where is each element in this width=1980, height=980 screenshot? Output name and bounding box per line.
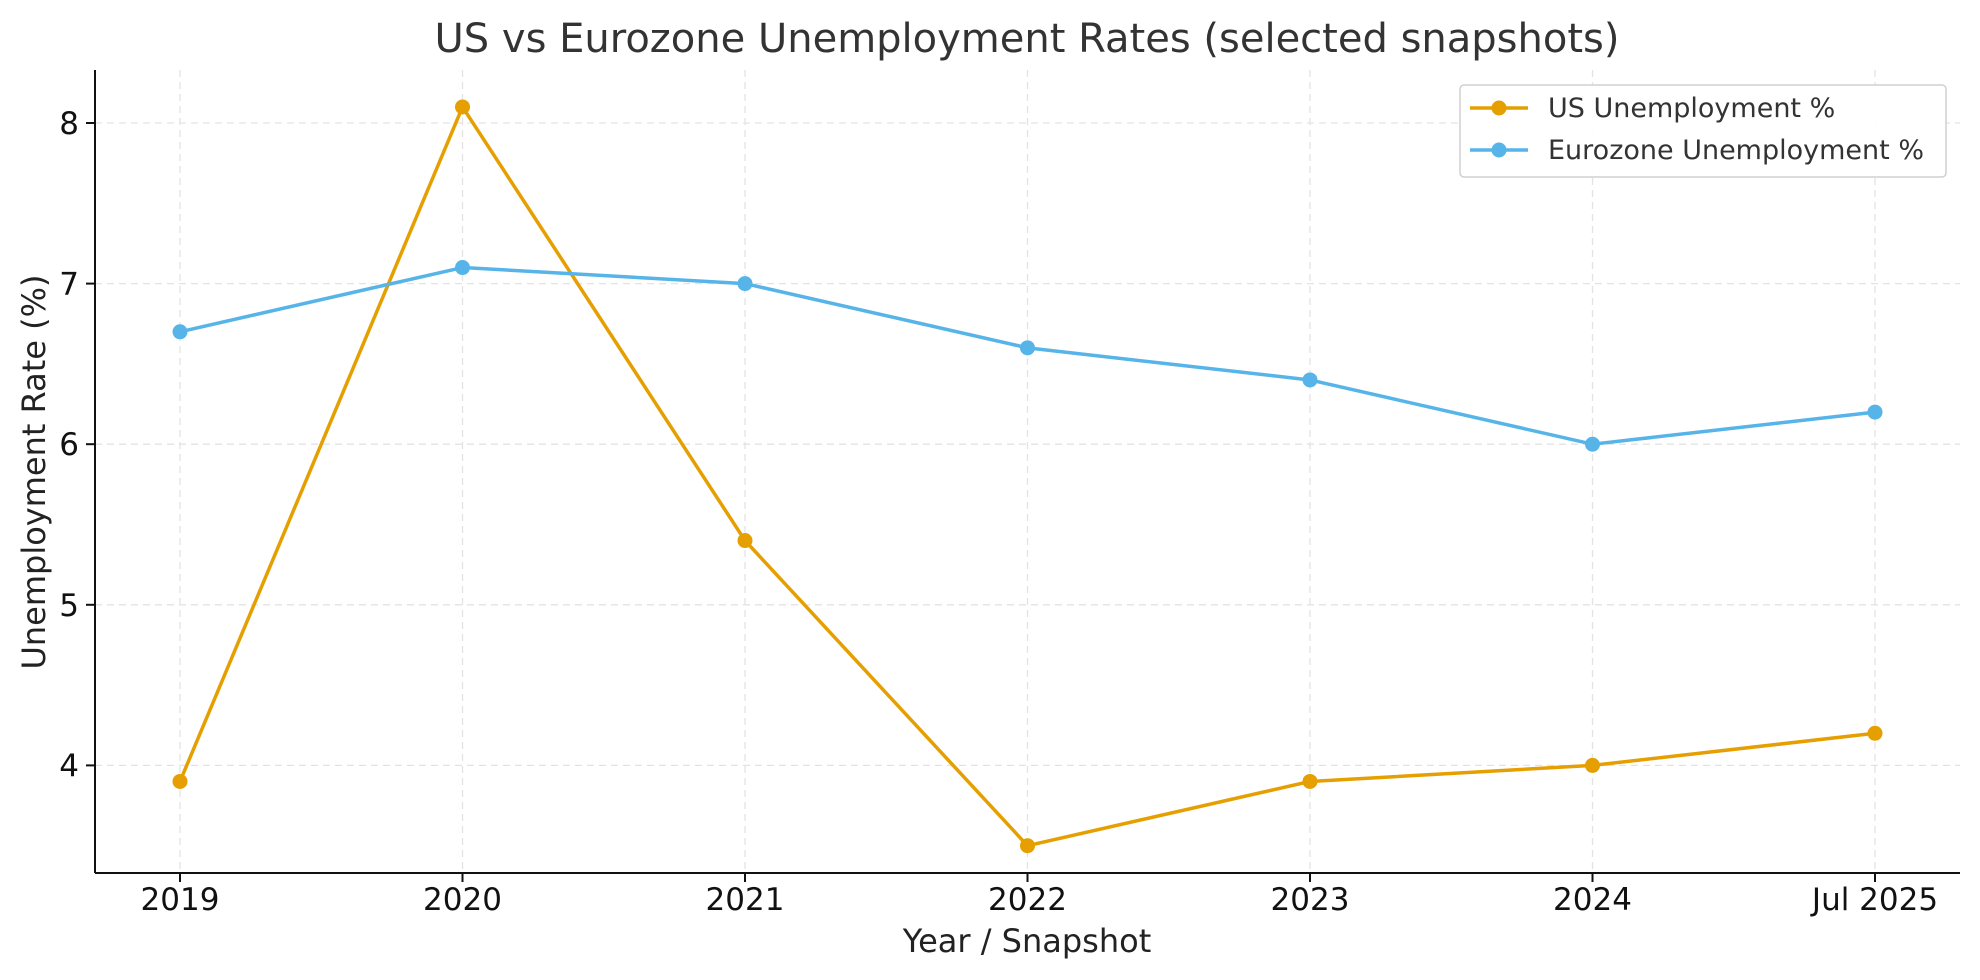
data-point [1302,773,1318,789]
series-layer [172,99,1883,854]
data-point [1020,838,1035,854]
ticks: 2019 2020 2021 2022 2023 2024 Jul 2025 4 5 6 7 8 [59,106,1938,918]
data-point [172,324,188,340]
y-tick-label: 8 [59,106,79,142]
legend-items: US Unemployment % Eurozone Unemployment % [1470,93,1924,166]
chart-title: US vs Eurozone Unemployment Rates (selec… [435,16,1620,62]
x-tick-label: 2022 [988,882,1067,918]
series-0 [172,99,1883,854]
x-tick-label: 2024 [1553,882,1632,918]
legend: US Unemployment % Eurozone Unemployment % [1459,84,1947,178]
x-tick-label: 2023 [1271,882,1350,918]
legend-marker [1491,142,1507,158]
data-point [1867,404,1883,420]
data-point [737,276,753,292]
legend-marker [1491,100,1507,116]
series-line [179,265,1876,446]
grid [95,70,1960,873]
series-1 [172,260,1883,452]
data-point [1020,340,1035,356]
x-axis-label: Year / Snapshot [902,922,1151,960]
data-point [1302,372,1318,388]
x-tick-label: 2021 [706,882,785,918]
data-point [1585,436,1600,452]
y-tick-label: 4 [59,748,79,784]
data-point [172,773,188,789]
y-axis-label: Unemployment Rate (%) [15,274,53,669]
y-tick-label: 5 [59,588,79,624]
legend-label: US Unemployment % [1548,93,1835,124]
data-point [737,533,753,549]
y-tick-label: 6 [59,427,79,463]
x-tick-label: 2020 [423,882,502,918]
legend-label: Eurozone Unemployment % [1548,135,1924,166]
data-point [455,260,470,276]
data-point [1585,757,1600,773]
data-point [455,99,470,115]
x-tick-label: Jul 2025 [1810,882,1938,918]
data-point [1867,725,1883,741]
y-tick-label: 7 [59,267,79,303]
legend-box [1459,84,1947,178]
x-tick-label: 2019 [141,882,220,918]
